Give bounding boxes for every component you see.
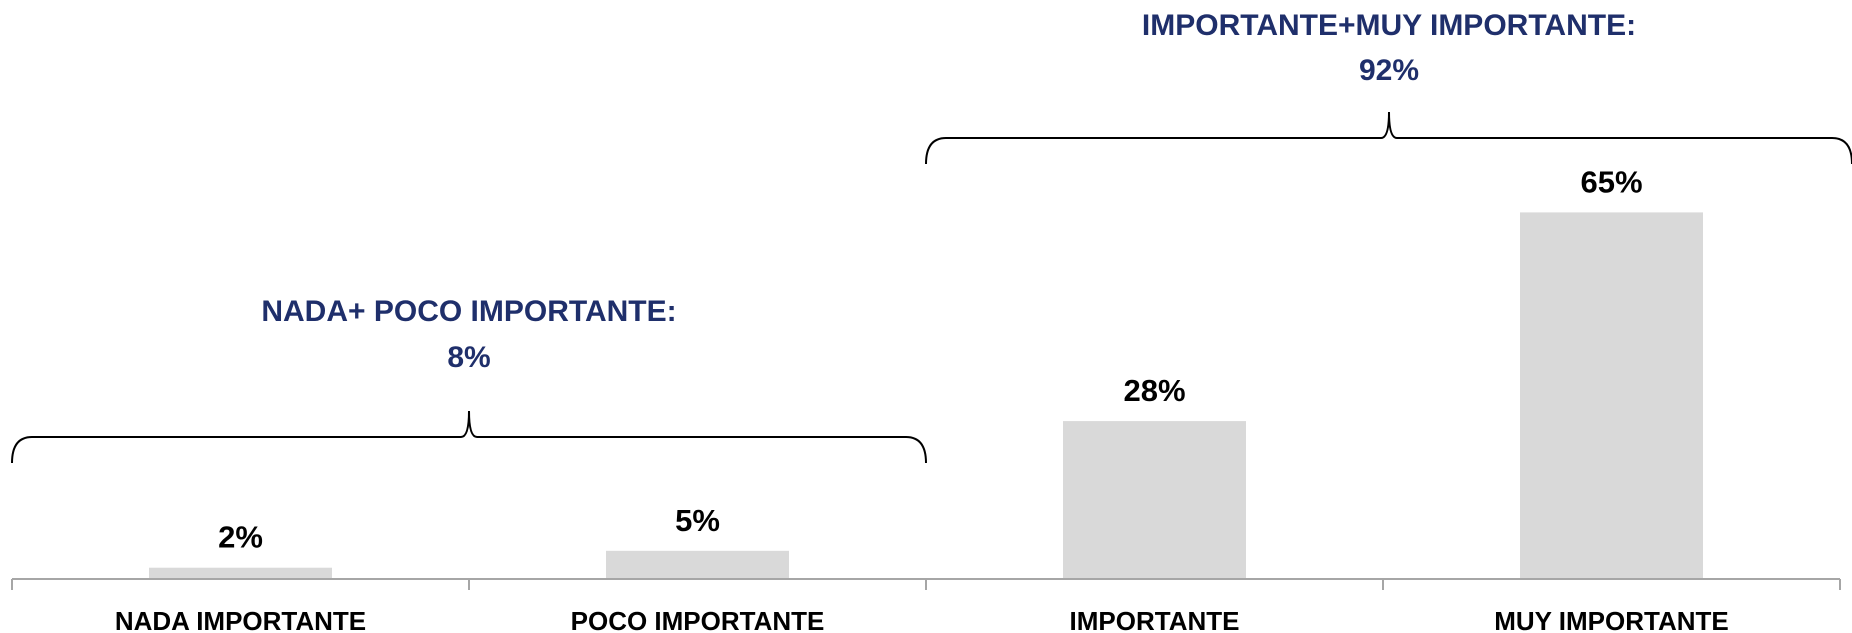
bar-muy-importante: [1520, 212, 1703, 579]
tick-label-muy-importante: MUY IMPORTANTE: [1494, 606, 1728, 633]
bars: [149, 212, 1703, 579]
tick-label-nada-importante: NADA IMPORTANTE: [115, 606, 366, 633]
data-label-poco-importante: 5%: [675, 503, 720, 538]
group-label-2: IMPORTANTE+MUY IMPORTANTE:: [1142, 9, 1636, 42]
tick-label-importante: IMPORTANTE: [1070, 606, 1240, 633]
group-value-1: 8%: [447, 341, 490, 374]
data-label-muy-importante: 65%: [1580, 164, 1642, 199]
bar-poco-importante: [606, 550, 789, 579]
labels: 2% NADA IMPORTANTE 5% POCO IMPORTANTE 28% IMP…: [115, 9, 1729, 633]
data-label-nada-importante: 2%: [218, 520, 263, 555]
x-axis: [11, 578, 1841, 590]
bar-nada-importante: [149, 567, 332, 579]
group-value-2: 92%: [1359, 54, 1419, 87]
group-braces: [11, 111, 1852, 464]
group-label-1: NADA+ POCO IMPORTANTE:: [261, 295, 676, 328]
group-brace-1: [11, 410, 927, 464]
group-brace-2: [925, 111, 1852, 165]
bar-importante: [1063, 421, 1246, 579]
data-label-importante: 28%: [1123, 373, 1185, 408]
tick-label-poco-importante: POCO IMPORTANTE: [571, 606, 825, 633]
